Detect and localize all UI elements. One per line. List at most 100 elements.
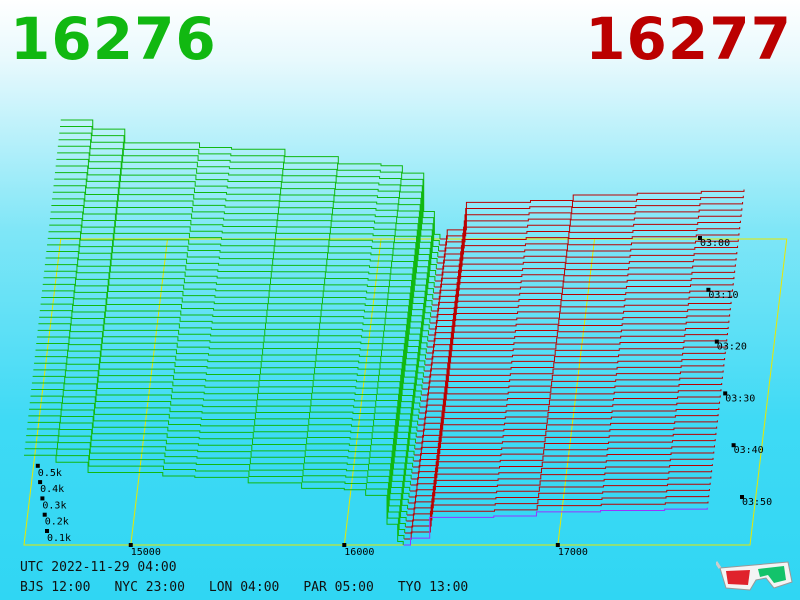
bid-depth-layer (46, 250, 427, 359)
ask-depth-layer (406, 482, 711, 522)
time-tick-mark (740, 495, 744, 499)
volume-tick-mark (40, 496, 45, 501)
price-tick-label: 15000 (131, 547, 161, 558)
ask-depth-layer (422, 339, 728, 384)
ask-depth-layer (427, 295, 733, 342)
time-tick-label: 03:40 (734, 445, 764, 456)
utc-time: UTC 2022-11-29 04:00 (20, 560, 177, 575)
ask-depth-layer (409, 457, 714, 498)
bid-depth-layer (24, 448, 405, 539)
depth-chart: 15000 16000 17000 03:00 03:10 03:20 03:30 03:40… (23, 119, 788, 558)
ask-depth-layer (429, 283, 734, 330)
volume-tick-mark (45, 529, 49, 533)
bid-depth-layer (47, 237, 428, 347)
ask-depth-layer (419, 370, 724, 414)
ask-depth-layer (412, 432, 717, 474)
ask-depth-layer (421, 351, 726, 396)
bid-depth-layer (34, 356, 415, 455)
floor-gridline (343, 238, 382, 546)
bid-depth-layer (24, 454, 404, 545)
volume-tick-label: 0.4k (40, 484, 64, 495)
ask-depth-layer (410, 445, 715, 486)
volume-tick-mark (42, 512, 47, 517)
timezone-list: BJS 12:00 NYC 23:00 LON 04:00 PAR 05:00 TYO … (20, 580, 492, 595)
bid-depth-layer (40, 303, 421, 407)
bid-depth-layer (52, 191, 433, 305)
ask-depth-layer (420, 358, 726, 402)
bid-depth-layer (39, 310, 420, 413)
bid-depth-layer (50, 211, 431, 323)
price-tick-mark (128, 543, 133, 547)
bid-depth-layer (33, 369, 414, 467)
bid-depth-layer (45, 257, 426, 365)
price-tick-label: 16000 (344, 547, 374, 558)
time-tick-label: 03:20 (717, 342, 747, 353)
ask-depth-layer (414, 414, 719, 456)
ask-depth-layer (425, 320, 730, 366)
3d-glasses-icon[interactable] (716, 558, 794, 592)
ask-depth-layer (415, 401, 721, 444)
time-tick-label: 03:30 (725, 393, 755, 404)
ask-depth-layer (416, 395, 721, 438)
bid-depth-layer (57, 145, 438, 263)
ask-depth-layer (438, 202, 744, 252)
ask-depth-layer (420, 364, 725, 408)
best-bid-price: 16276 (10, 5, 217, 73)
ask-depth-layer (437, 214, 742, 264)
bid-depth-layer (60, 119, 441, 239)
volume-tick-label: 0.5k (38, 468, 62, 479)
bid-depth-layer (34, 362, 414, 461)
bid-depth-layer (56, 158, 437, 275)
bid-depth-layer (47, 244, 427, 353)
bid-depth-layer (43, 277, 424, 383)
ask-depth-layer (427, 301, 732, 348)
volume-tick-label: 0.3k (42, 500, 66, 511)
ask-depth-layer (411, 439, 716, 480)
ask-depth-layer (438, 208, 743, 258)
bid-depth-layer (48, 231, 429, 341)
ask-depth-layer (404, 495, 710, 534)
bid-depth-layer (26, 435, 406, 527)
ask-depth-layer (405, 489, 710, 528)
timezone-lon: LON 04:00 (208, 580, 280, 595)
ask-depth-layer (408, 464, 713, 504)
ask-depth-layer (435, 233, 740, 282)
ask-depth-layer (422, 345, 727, 390)
ask-depth-layer (425, 314, 731, 360)
ask-depth-layer (432, 251, 738, 300)
ask-depth-layer (409, 451, 715, 492)
time-tick-mark (706, 287, 711, 292)
ask-depth-layer (439, 195, 744, 246)
bid-depth-layer (31, 389, 411, 485)
best-ask-price: 16277 (585, 5, 792, 73)
time-tick-label: 03:50 (742, 497, 772, 508)
timezone-nyc: NYC 23:00 (114, 580, 185, 595)
price-tick-label: 17000 (558, 547, 588, 558)
bid-depth-layer (42, 283, 423, 389)
ask-depth-layer (407, 470, 713, 510)
bid-depth-layer (25, 441, 406, 533)
price-tick-mark (555, 543, 560, 547)
bid-depth-layer (36, 336, 417, 437)
ask-depth-layer (426, 308, 731, 354)
ask-depth-layer (436, 220, 741, 270)
bid-depth-layer (26, 428, 407, 521)
bid-depth-layer (53, 185, 434, 299)
floor-gridline (557, 238, 596, 546)
ask-depth-layer (431, 264, 736, 312)
ask-depth-layer (418, 376, 723, 420)
time-tick-mark (698, 236, 702, 240)
bid-depth-layer (51, 204, 432, 317)
bid-depth-layer (59, 132, 440, 251)
ask-depth-layer (433, 245, 739, 294)
timezone-par: PAR 05:00 (303, 580, 374, 595)
ask-depth-layer (404, 501, 709, 540)
ask-depth-layer (424, 326, 729, 372)
ask-depth-layer (417, 382, 723, 426)
bid-depth-layer (35, 349, 416, 449)
floor-frame (23, 238, 788, 546)
bid-depth-layer (52, 198, 432, 311)
bid-depth-layer (55, 165, 436, 281)
volume-tick-label: 0.2k (45, 517, 69, 528)
ask-depth-layer (434, 239, 739, 288)
